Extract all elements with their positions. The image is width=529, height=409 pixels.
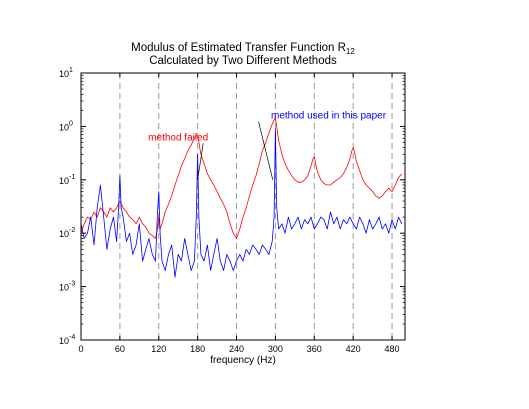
y-tick-base: 10 — [59, 336, 69, 346]
x-tick-label-0: 0 — [78, 344, 83, 354]
chart-title-subscript: 12 — [346, 47, 355, 56]
y-tick-exponent: 1 — [69, 67, 73, 74]
y-tick-label-5: 101 — [59, 67, 73, 79]
plot-frame — [80, 72, 406, 341]
x-tick-label-360: 360 — [307, 344, 322, 354]
chart-title-line2: Calculated by Two Different Methods — [149, 55, 337, 67]
y-tick-base: 10 — [59, 122, 69, 132]
y-tick-base: 10 — [59, 176, 69, 186]
y-tick-exponent: 0 — [69, 120, 73, 127]
annotation-leader-1 — [197, 143, 204, 180]
y-tick-label-1: 10-3 — [59, 281, 75, 293]
y-tick-base: 10 — [59, 283, 69, 293]
x-tick-label-60: 60 — [115, 344, 125, 354]
x-tick-label-120: 120 — [151, 344, 166, 354]
y-tick-label-3: 10-1 — [59, 174, 75, 186]
y-tick-base: 10 — [59, 229, 69, 239]
y-tick-label-2: 10-2 — [59, 227, 75, 239]
y-tick-label-0: 10-4 — [59, 334, 75, 346]
x-tick-label-300: 300 — [268, 344, 283, 354]
y-tick-exponent: -4 — [69, 334, 75, 341]
x-tick-label-480: 480 — [385, 344, 400, 354]
y-tick-exponent: -3 — [69, 281, 75, 288]
annotation-leader-2 — [258, 121, 274, 180]
y-tick-base: 10 — [59, 69, 69, 79]
chart-title-line1: Modulus of Estimated Transfer Function R… — [131, 42, 355, 56]
x-tick-label-180: 180 — [190, 344, 205, 354]
annotation-2: method used in this paper — [271, 111, 387, 122]
y-tick-exponent: -1 — [69, 174, 75, 181]
x-tick-label-240: 240 — [229, 344, 244, 354]
series-line-1 — [80, 117, 403, 239]
y-tick-exponent: -2 — [69, 227, 75, 234]
y-tick-label-4: 100 — [59, 120, 73, 132]
plot-area: 0 60 120 180 240 300 360 420 48010-410-310-210-1… — [59, 67, 406, 354]
x-tick-label-420: 420 — [346, 344, 361, 354]
annotation-1: method failed — [148, 132, 208, 143]
series-line-2 — [80, 128, 403, 278]
x-axis-label: frequency (Hz) — [210, 355, 276, 366]
